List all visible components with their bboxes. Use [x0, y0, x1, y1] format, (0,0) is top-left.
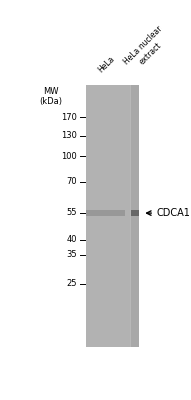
Text: HeLa: HeLa	[97, 54, 117, 74]
Text: 70: 70	[66, 178, 77, 186]
Bar	[86, 210, 125, 216]
Text: 170: 170	[61, 113, 77, 122]
Bar	[86, 85, 130, 347]
Text: 55: 55	[67, 208, 77, 217]
Text: 100: 100	[62, 152, 77, 161]
Text: 130: 130	[61, 131, 77, 140]
Text: CDCA1: CDCA1	[156, 208, 190, 218]
Text: 35: 35	[66, 250, 77, 260]
Text: 25: 25	[67, 279, 77, 288]
Bar	[86, 85, 139, 347]
Text: MW
(kDa): MW (kDa)	[39, 86, 62, 106]
Text: HeLa nuclear
extract: HeLa nuclear extract	[122, 25, 171, 74]
Text: 40: 40	[67, 235, 77, 244]
Bar	[131, 85, 139, 347]
Bar	[131, 210, 139, 216]
